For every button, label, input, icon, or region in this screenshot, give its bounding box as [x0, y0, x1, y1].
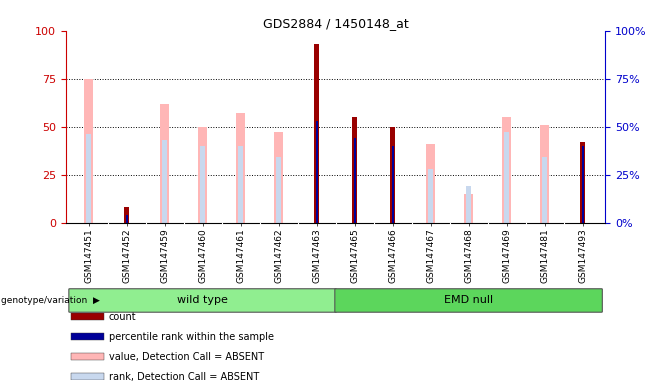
Bar: [238, 146, 243, 223]
Bar: [316, 121, 318, 223]
Bar: [426, 144, 436, 223]
Text: GSM147481: GSM147481: [540, 228, 549, 283]
Bar: [160, 104, 169, 223]
Bar: [315, 44, 319, 223]
Bar: [71, 333, 103, 340]
Bar: [390, 127, 395, 223]
Text: GSM147468: GSM147468: [464, 228, 473, 283]
Bar: [71, 373, 103, 380]
Text: value, Detection Call = ABSENT: value, Detection Call = ABSENT: [109, 352, 264, 362]
Bar: [428, 169, 433, 223]
Text: GSM147459: GSM147459: [160, 228, 169, 283]
Bar: [464, 194, 473, 223]
Bar: [163, 140, 167, 223]
Text: GSM147462: GSM147462: [274, 228, 283, 283]
Bar: [467, 186, 471, 223]
Bar: [126, 215, 128, 223]
Bar: [352, 117, 357, 223]
Bar: [392, 146, 393, 223]
Bar: [580, 142, 585, 223]
Bar: [198, 127, 207, 223]
Bar: [236, 113, 245, 223]
Text: GSM147463: GSM147463: [312, 228, 321, 283]
Text: GSM147469: GSM147469: [502, 228, 511, 283]
Text: GSM147460: GSM147460: [198, 228, 207, 283]
Text: GSM147493: GSM147493: [578, 228, 587, 283]
Text: EMD null: EMD null: [444, 295, 493, 306]
Text: GSM147461: GSM147461: [236, 228, 245, 283]
Bar: [353, 138, 355, 223]
Bar: [84, 79, 93, 223]
Bar: [71, 313, 103, 320]
Text: GSM147452: GSM147452: [122, 228, 131, 283]
Text: percentile rank within the sample: percentile rank within the sample: [109, 332, 274, 342]
Bar: [502, 117, 511, 223]
Bar: [124, 207, 129, 223]
Bar: [582, 146, 584, 223]
Text: rank, Detection Call = ABSENT: rank, Detection Call = ABSENT: [109, 372, 259, 382]
Title: GDS2884 / 1450148_at: GDS2884 / 1450148_at: [263, 17, 409, 30]
Bar: [200, 146, 205, 223]
FancyBboxPatch shape: [69, 289, 336, 312]
Bar: [276, 157, 281, 223]
Bar: [86, 134, 91, 223]
Text: genotype/variation  ▶: genotype/variation ▶: [1, 296, 99, 305]
Bar: [540, 125, 549, 223]
Text: GSM147465: GSM147465: [350, 228, 359, 283]
FancyBboxPatch shape: [335, 289, 602, 312]
Text: GSM147467: GSM147467: [426, 228, 435, 283]
Text: count: count: [109, 312, 137, 322]
Bar: [504, 132, 509, 223]
Bar: [71, 353, 103, 360]
Text: GSM147451: GSM147451: [84, 228, 93, 283]
Bar: [274, 132, 284, 223]
Text: GSM147466: GSM147466: [388, 228, 397, 283]
Text: wild type: wild type: [177, 295, 228, 306]
Bar: [542, 157, 547, 223]
